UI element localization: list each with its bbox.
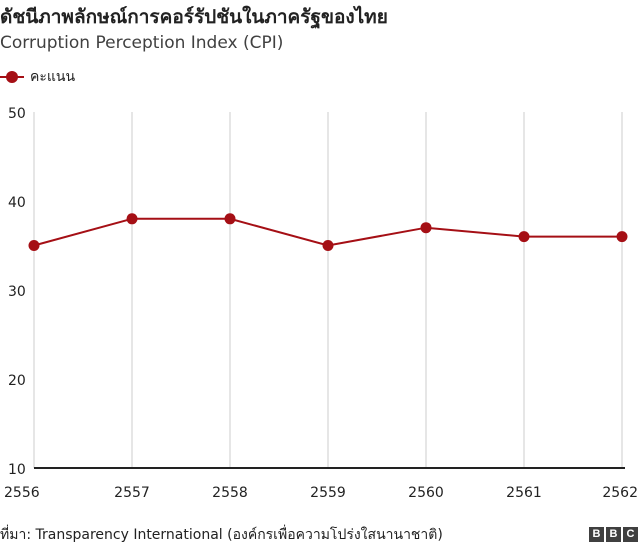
x-tick-label: 2560 xyxy=(408,485,444,501)
y-tick-label: 40 xyxy=(8,195,26,211)
x-tick-label: 2559 xyxy=(310,485,346,501)
source-note: ที่มา: Transparency International (องค์ก… xyxy=(0,527,443,543)
line-chart: 10 20 30 40 50 2556 2557 2558 2559 2560 2561 2562 xyxy=(4,106,638,501)
data-point xyxy=(518,231,530,243)
x-tick-label: 2556 xyxy=(4,485,40,501)
y-tick-label: 50 xyxy=(8,106,26,122)
y-tick-label: 30 xyxy=(8,284,26,300)
y-tick-label: 20 xyxy=(8,373,26,389)
bbc-logo-letter: C xyxy=(623,527,638,542)
y-tick-label: 10 xyxy=(8,462,26,478)
chart-subtitle: Corruption Perception Index (CPI) xyxy=(0,33,284,53)
footer: ที่มา: Transparency International (องค์ก… xyxy=(0,522,640,546)
bbc-logo: B B C xyxy=(589,527,638,542)
data-point xyxy=(224,213,236,225)
legend-line-marker-icon xyxy=(0,71,24,83)
data-point xyxy=(616,231,628,243)
x-tick-label: 2558 xyxy=(212,485,248,501)
x-tick-label: 2561 xyxy=(506,485,542,501)
legend-label: คะแนน xyxy=(30,69,76,85)
bbc-logo-letter: B xyxy=(606,527,621,542)
chart-title: ดัชนีภาพลักษณ์การคอร์รัปชันในภาครัฐของไท… xyxy=(0,6,388,28)
x-tick-label: 2562 xyxy=(602,485,638,501)
x-tick-label: 2557 xyxy=(114,485,150,501)
data-point xyxy=(420,222,432,234)
data-point xyxy=(28,240,40,251)
legend: คะแนน xyxy=(0,67,75,87)
bbc-logo-letter: B xyxy=(589,527,604,542)
data-point xyxy=(322,240,334,251)
data-point xyxy=(126,213,138,225)
